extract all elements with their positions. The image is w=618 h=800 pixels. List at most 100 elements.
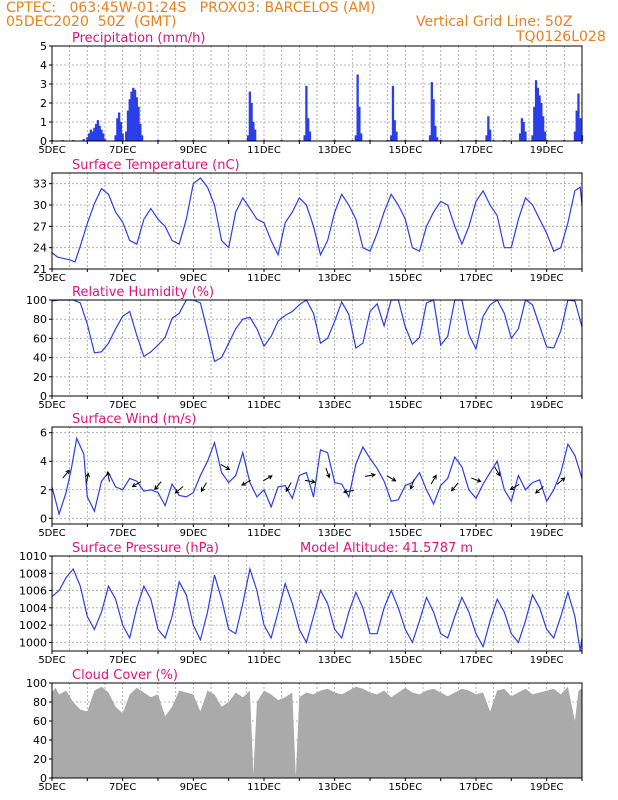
- precip-bar: [428, 135, 432, 141]
- precip-bar: [360, 133, 363, 141]
- precip-bar: [133, 89, 137, 141]
- wind-xtick-label: 13DEC: [318, 528, 352, 539]
- wind-ytick-label: 2: [40, 484, 47, 497]
- cloud-ytick-label: 0: [40, 772, 47, 785]
- press-ytick-label: 1008: [19, 567, 47, 580]
- wind-ytick-label: 6: [40, 427, 47, 440]
- precip-ytick-label: 2: [40, 97, 47, 110]
- precip-xtick-label: 5DEC: [38, 145, 65, 156]
- precip-bar: [114, 135, 117, 141]
- precip-bar: [307, 118, 310, 141]
- rh-ytick-label: 100: [26, 294, 47, 307]
- precip-bar: [246, 135, 250, 141]
- precip-bar: [543, 131, 547, 141]
- precip-bar: [519, 133, 522, 141]
- wind-vector-arrow: [325, 467, 330, 478]
- cloud-ytick-label: 100: [26, 677, 47, 690]
- rh-xtick-label: 5DEC: [38, 400, 65, 411]
- cloud-title: Cloud Cover (%): [72, 668, 178, 683]
- cloud-area: [52, 686, 582, 778]
- wind-vector-arrow: [154, 481, 162, 490]
- cloud-ytick-label: 80: [33, 696, 47, 709]
- press-xtick-label: 13DEC: [318, 655, 352, 666]
- rh-ytick-label: 60: [33, 332, 47, 345]
- precip-bar: [390, 135, 393, 141]
- header-grid-note: Vertical Grid Line: 50Z: [416, 14, 573, 30]
- precip-bar: [541, 116, 545, 141]
- precip-bar: [125, 131, 128, 141]
- wind-xtick-label: 17DEC: [459, 528, 493, 539]
- precip-bar: [121, 133, 124, 141]
- precip-bar: [116, 118, 119, 141]
- press-xtick-label: 15DEC: [388, 655, 422, 666]
- wind-vector-head: [174, 489, 180, 494]
- cloud-xtick-label: 19DEC: [530, 782, 564, 793]
- precip-bar: [95, 123, 98, 141]
- wind-xtick-label: 15DEC: [388, 528, 422, 539]
- precip-bar: [577, 93, 580, 141]
- precip-frame: [51, 45, 583, 142]
- wind-vector-arrow: [304, 479, 315, 483]
- precip-bar: [430, 82, 433, 141]
- precip-bar: [128, 99, 131, 141]
- precip-bar: [135, 97, 138, 141]
- precip-xtick-label: 19DEC: [530, 145, 564, 156]
- wind-vector-arrow: [201, 482, 207, 492]
- wind-vector-arrow: [62, 469, 70, 479]
- precip-bar: [579, 118, 582, 141]
- precip-bar: [93, 127, 96, 141]
- wind-vector-arrow: [430, 475, 437, 485]
- precip-bar: [522, 122, 525, 141]
- wind-line: [51, 436, 583, 517]
- press-frame: [51, 555, 583, 652]
- press-xtick-label: 11DEC: [247, 655, 281, 666]
- wind-vector-arrow: [364, 474, 376, 477]
- precip-bar: [130, 91, 133, 141]
- wind-xtick-label: 19DEC: [530, 528, 564, 539]
- precip-bar: [250, 103, 253, 141]
- wind-vector-head: [241, 481, 247, 486]
- precip-bar: [102, 133, 105, 141]
- precip-bar: [86, 137, 89, 141]
- wind-title: Surface Wind (m/s): [72, 412, 196, 427]
- rh-xtick-label: 17DEC: [459, 400, 493, 411]
- rh-ytick-label: 0: [40, 390, 47, 403]
- precip-ytick-label: 4: [40, 59, 47, 72]
- precip-bar: [254, 129, 257, 141]
- wind-vector-head: [450, 486, 456, 492]
- precip-xtick-label: 7DEC: [109, 145, 136, 156]
- precip-title: Precipitation (mm/h): [72, 31, 205, 46]
- temp-xtick-label: 15DEC: [388, 273, 422, 284]
- cloud-xtick-label: 17DEC: [459, 782, 493, 793]
- precip-xtick-label: 11DEC: [247, 145, 281, 156]
- precip-bar: [117, 112, 121, 141]
- precip-bar: [308, 131, 312, 141]
- wind-vector-head: [105, 470, 111, 476]
- cloud-xtick-label: 15DEC: [388, 782, 422, 793]
- press-xtick-label: 17DEC: [459, 655, 493, 666]
- wind-vector-arrow: [410, 479, 415, 489]
- precip-bar: [119, 122, 123, 141]
- wind-frame: [51, 426, 583, 525]
- model-altitude-label: Model Altitude: 41.5787 m: [300, 541, 473, 556]
- rh-xtick-label: 19DEC: [530, 400, 564, 411]
- temp-xtick-label: 7DEC: [109, 273, 136, 284]
- precip-bar: [432, 99, 435, 141]
- precip-bar: [435, 137, 439, 141]
- rh-ytick-label: 40: [33, 352, 47, 365]
- precip-bar: [358, 106, 361, 141]
- wind-xtick-label: 11DEC: [247, 528, 281, 539]
- press-xtick-label: 19DEC: [530, 655, 564, 666]
- precip-bar: [87, 133, 91, 141]
- wind-xtick-label: 9DEC: [180, 528, 207, 539]
- press-xtick-label: 7DEC: [109, 655, 136, 666]
- press-ytick-label: 1004: [19, 602, 47, 615]
- precip-bar: [305, 85, 308, 141]
- precip-bar: [393, 120, 396, 141]
- precip-ytick-label: 5: [40, 40, 47, 53]
- precip-bar: [140, 135, 144, 141]
- wind-xtick-label: 5DEC: [38, 528, 65, 539]
- wind-ytick-label: 0: [40, 512, 47, 525]
- precip-bar: [485, 135, 488, 141]
- press-ytick-label: 1010: [19, 550, 47, 563]
